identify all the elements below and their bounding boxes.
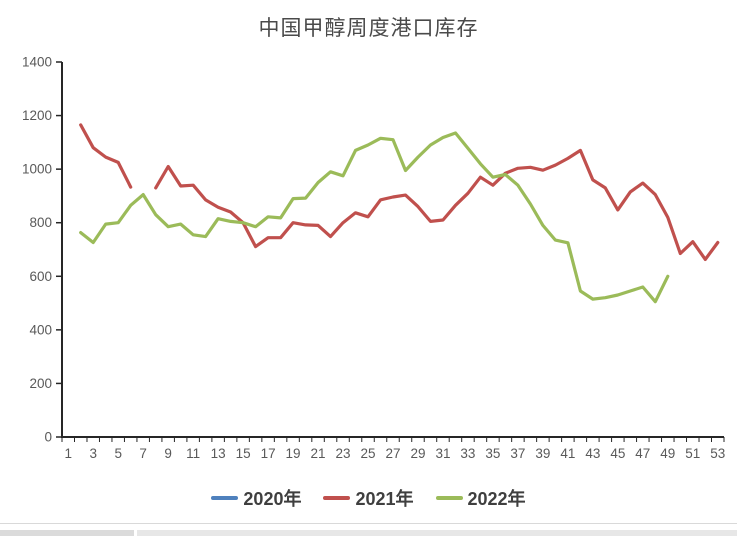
table-header-cell-right (137, 530, 737, 536)
x-axis-tick-label: 23 (336, 446, 351, 461)
series-line-2022年 (79, 131, 670, 304)
x-axis-tick-label: 33 (460, 446, 475, 461)
y-axis-tick-label: 800 (29, 215, 52, 230)
x-axis-tick-label: 17 (261, 446, 276, 461)
x-axis-tick-label: 29 (410, 446, 425, 461)
x-axis-tick-label: 1 (64, 446, 72, 461)
x-axis-tick-label: 43 (585, 446, 600, 461)
x-axis-tick-label: 49 (660, 446, 675, 461)
x-axis-tick-label: 11 (186, 446, 200, 461)
legend-label: 2022年 (467, 489, 526, 509)
x-axis-tick-label: 37 (510, 446, 525, 461)
y-axis-tick-label: 1200 (22, 108, 52, 123)
table-header-cell-left (0, 530, 134, 536)
legend-swatch-icon (211, 496, 239, 500)
legend-item-2020年: 2020年 (211, 485, 301, 511)
y-axis-tick-label: 0 (44, 430, 52, 445)
legend-label: 2021年 (355, 489, 414, 509)
legend-swatch-icon (435, 496, 463, 500)
x-axis-tick-label: 3 (89, 446, 97, 461)
legend-swatch-icon (323, 496, 351, 500)
legend-label: 2020年 (243, 489, 302, 509)
legend-item-2022年: 2022年 (435, 485, 526, 511)
x-axis-tick-label: 13 (211, 446, 226, 461)
x-axis-tick-label: 19 (286, 446, 301, 461)
x-axis-tick-label: 9 (164, 446, 172, 461)
x-axis-tick-label: 39 (535, 446, 550, 461)
x-axis-tick-label: 53 (710, 446, 725, 461)
x-axis-tick-label: 15 (236, 446, 251, 461)
y-axis-tick-label: 400 (29, 322, 52, 337)
x-axis-tick-label: 47 (635, 446, 650, 461)
y-axis-tick-label: 1000 (22, 162, 52, 177)
legend-item-2021年: 2021年 (323, 485, 414, 511)
x-axis-tick-label: 7 (139, 446, 147, 461)
y-axis-tick-label: 1400 (22, 55, 52, 70)
series-line-2021年 (79, 123, 133, 189)
chart-title: 中国甲醇周度港口库存 (258, 16, 479, 40)
x-axis-tick-label: 25 (361, 446, 376, 461)
x-axis-tick-label: 5 (114, 446, 122, 461)
x-axis-tick-label: 21 (311, 446, 326, 461)
y-axis-tick-label: 200 (29, 376, 52, 391)
x-axis-tick-label: 35 (485, 446, 500, 461)
x-axis-tick-label: 41 (560, 446, 575, 461)
x-axis-tick-label: 31 (435, 446, 450, 461)
horizontal-divider (0, 523, 737, 524)
y-axis-tick-label: 600 (29, 269, 52, 284)
series-line-2021年 (154, 148, 720, 261)
x-axis-tick-label: 45 (610, 446, 625, 461)
chart-legend: 2020年 2021年 2022年 (0, 485, 737, 511)
x-axis-tick-label: 27 (385, 446, 400, 461)
table-header-strip (0, 530, 737, 536)
x-axis-tick-label: 51 (685, 446, 700, 461)
